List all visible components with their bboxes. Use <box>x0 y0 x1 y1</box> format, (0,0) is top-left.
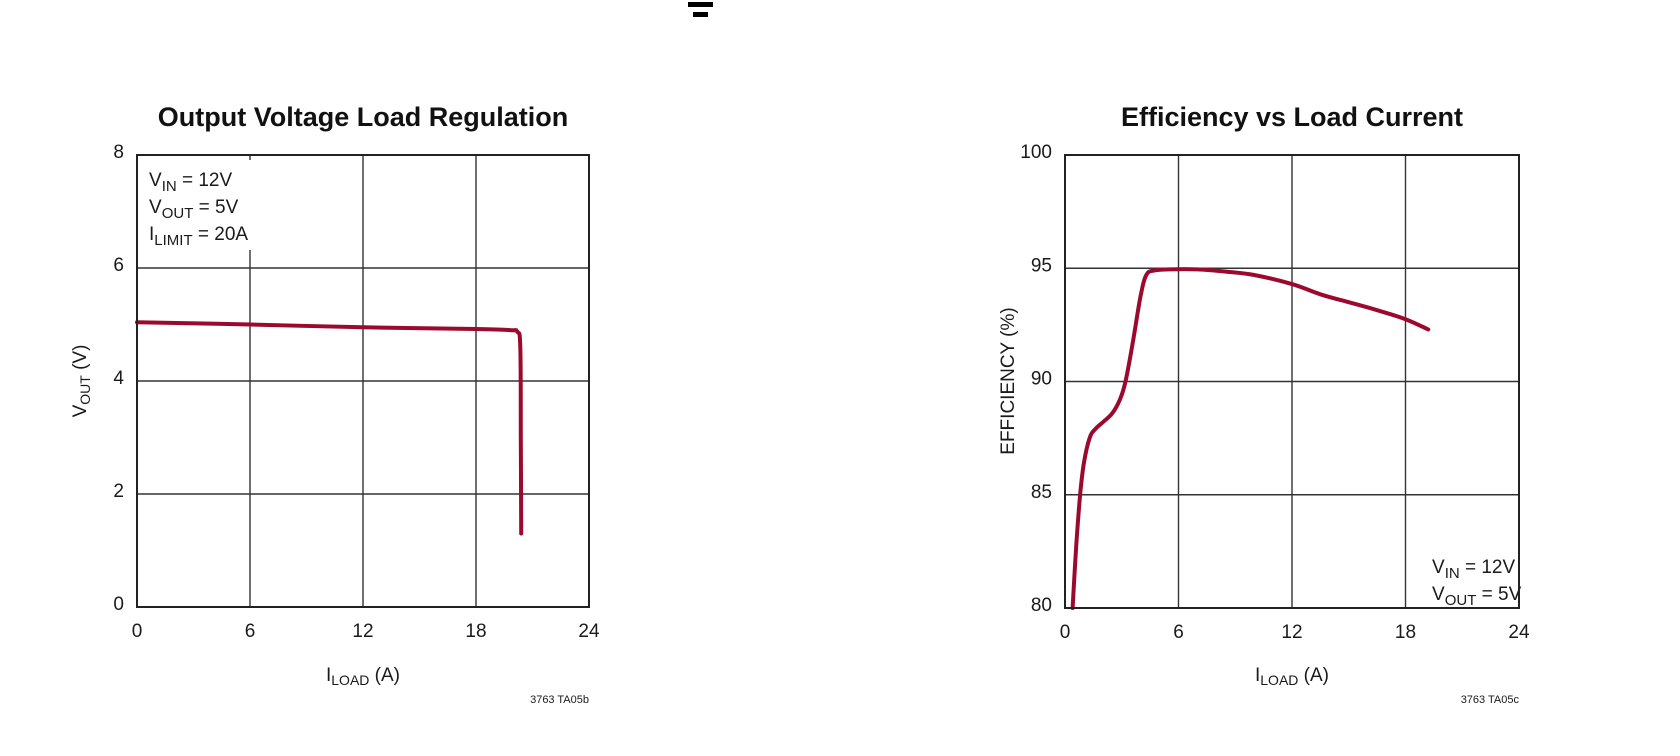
x-axis-label: ILOAD (A) <box>326 665 400 688</box>
grid <box>137 155 589 607</box>
x-tick-label: 0 <box>132 621 143 642</box>
figure-code: 3763 TA05b <box>530 694 589 706</box>
plot-frame <box>1064 154 1520 609</box>
y-axis-label: EFFICIENCY (%) <box>998 307 1019 454</box>
condition-label: VOUT = 5V <box>149 197 239 222</box>
vout-curve <box>135 320 524 536</box>
condition-label: ILIMIT = 20A <box>149 224 248 249</box>
x-axis-label: ILOAD (A) <box>1255 665 1329 688</box>
annotation-background <box>141 160 261 250</box>
plot-frame <box>136 154 590 608</box>
x-tick-labels: 0 6 12 18 24 <box>132 621 600 642</box>
chart-title: Efficiency vs Load Current <box>1121 102 1463 132</box>
x-tick-label: 24 <box>578 621 600 642</box>
x-tick-label: 24 <box>1508 622 1530 643</box>
x-tick-label: 12 <box>1281 622 1302 643</box>
y-tick-label: 4 <box>113 368 124 389</box>
y-tick-labels: 80 85 90 95 100 <box>1020 142 1052 616</box>
x-tick-label: 18 <box>1395 622 1416 643</box>
condition-label: VIN = 12V <box>1432 557 1515 582</box>
x-tick-label: 6 <box>1173 622 1184 643</box>
efficiency-chart: Efficiency vs Load Current 80 85 90 95 100 0… <box>998 102 1530 706</box>
efficiency-curve <box>1070 267 1431 610</box>
chart-title: Output Voltage Load Regulation <box>158 102 568 132</box>
y-axis-label: VOUT (V) <box>70 345 93 418</box>
page-top-glyph <box>688 2 713 17</box>
y-tick-label: 6 <box>113 255 124 276</box>
annotation-background <box>1424 548 1516 606</box>
x-tick-labels: 0 6 12 18 24 <box>1060 622 1530 643</box>
y-tick-label: 90 <box>1031 369 1052 390</box>
condition-label: VIN = 12V <box>149 170 232 195</box>
figure-code: 3763 TA05c <box>1461 694 1520 706</box>
y-tick-label: 0 <box>113 594 124 615</box>
grid <box>1065 155 1519 608</box>
y-tick-label: 80 <box>1031 595 1052 616</box>
x-tick-label: 0 <box>1060 622 1071 643</box>
y-tick-labels: 0 2 4 6 8 <box>113 142 124 615</box>
x-tick-label: 12 <box>352 621 373 642</box>
x-tick-label: 6 <box>245 621 256 642</box>
y-tick-label: 8 <box>113 142 124 163</box>
y-tick-label: 95 <box>1031 255 1052 276</box>
x-tick-label: 18 <box>465 621 486 642</box>
y-tick-label: 100 <box>1020 142 1052 163</box>
condition-label: VOUT = 5V <box>1432 584 1522 609</box>
y-tick-label: 2 <box>113 481 124 502</box>
y-tick-label: 85 <box>1031 482 1052 503</box>
